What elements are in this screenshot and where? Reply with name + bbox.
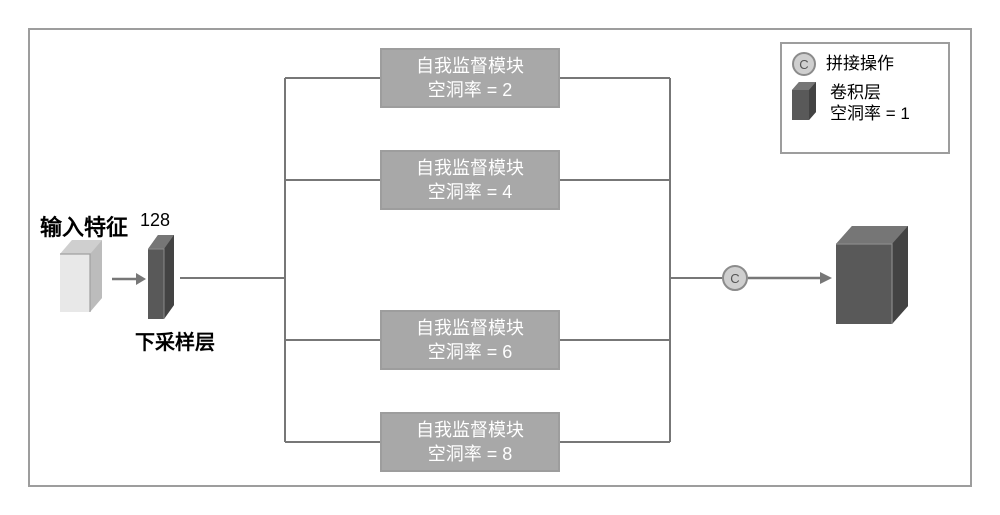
legend-row-concat: C 拼接操作 bbox=[792, 52, 938, 76]
legend-concat-glyph: C bbox=[799, 57, 808, 72]
module-1-rate: 空洞率 = 2 bbox=[428, 78, 513, 102]
legend-conv-icon bbox=[792, 82, 820, 122]
concat-glyph: C bbox=[730, 271, 739, 286]
module-4-rate: 空洞率 = 8 bbox=[428, 442, 513, 466]
self-supervision-module-4: 自我监督模块 空洞率 = 8 bbox=[380, 412, 560, 472]
input-cube-icon bbox=[60, 240, 110, 318]
arrow-input-to-downsample bbox=[112, 270, 146, 288]
diagram-container: 输入特征 128 下采样层 自我监督模块 空洞率 = 2 自我监督模块 空洞率 … bbox=[28, 28, 972, 487]
legend-box: C 拼接操作 卷积层 空洞率 = 1 bbox=[780, 42, 950, 154]
concat-node: C bbox=[722, 265, 748, 291]
downsample-cube-icon bbox=[148, 235, 180, 323]
legend-conv-text: 卷积层 空洞率 = 1 bbox=[830, 82, 910, 125]
module-3-rate: 空洞率 = 6 bbox=[428, 340, 513, 364]
downsample-label: 下采样层 bbox=[135, 326, 215, 355]
legend-concat-label: 拼接操作 bbox=[826, 53, 894, 74]
legend-concat-icon: C bbox=[792, 52, 816, 76]
legend-row-conv: 卷积层 空洞率 = 1 bbox=[792, 82, 938, 125]
self-supervision-module-2: 自我监督模块 空洞率 = 4 bbox=[380, 150, 560, 210]
output-cube-icon bbox=[836, 226, 916, 330]
module-2-rate: 空洞率 = 4 bbox=[428, 180, 513, 204]
legend-conv-line1: 卷积层 bbox=[830, 82, 910, 103]
module-4-title: 自我监督模块 bbox=[416, 418, 524, 442]
self-supervision-module-3: 自我监督模块 空洞率 = 6 bbox=[380, 310, 560, 370]
channel-count-label: 128 bbox=[140, 210, 170, 231]
module-2-title: 自我监督模块 bbox=[416, 156, 524, 180]
module-3-title: 自我监督模块 bbox=[416, 316, 524, 340]
self-supervision-module-1: 自我监督模块 空洞率 = 2 bbox=[380, 48, 560, 108]
legend-conv-line2: 空洞率 = 1 bbox=[830, 103, 910, 124]
module-1-title: 自我监督模块 bbox=[416, 54, 524, 78]
input-feature-label: 输入特征 bbox=[40, 210, 128, 242]
